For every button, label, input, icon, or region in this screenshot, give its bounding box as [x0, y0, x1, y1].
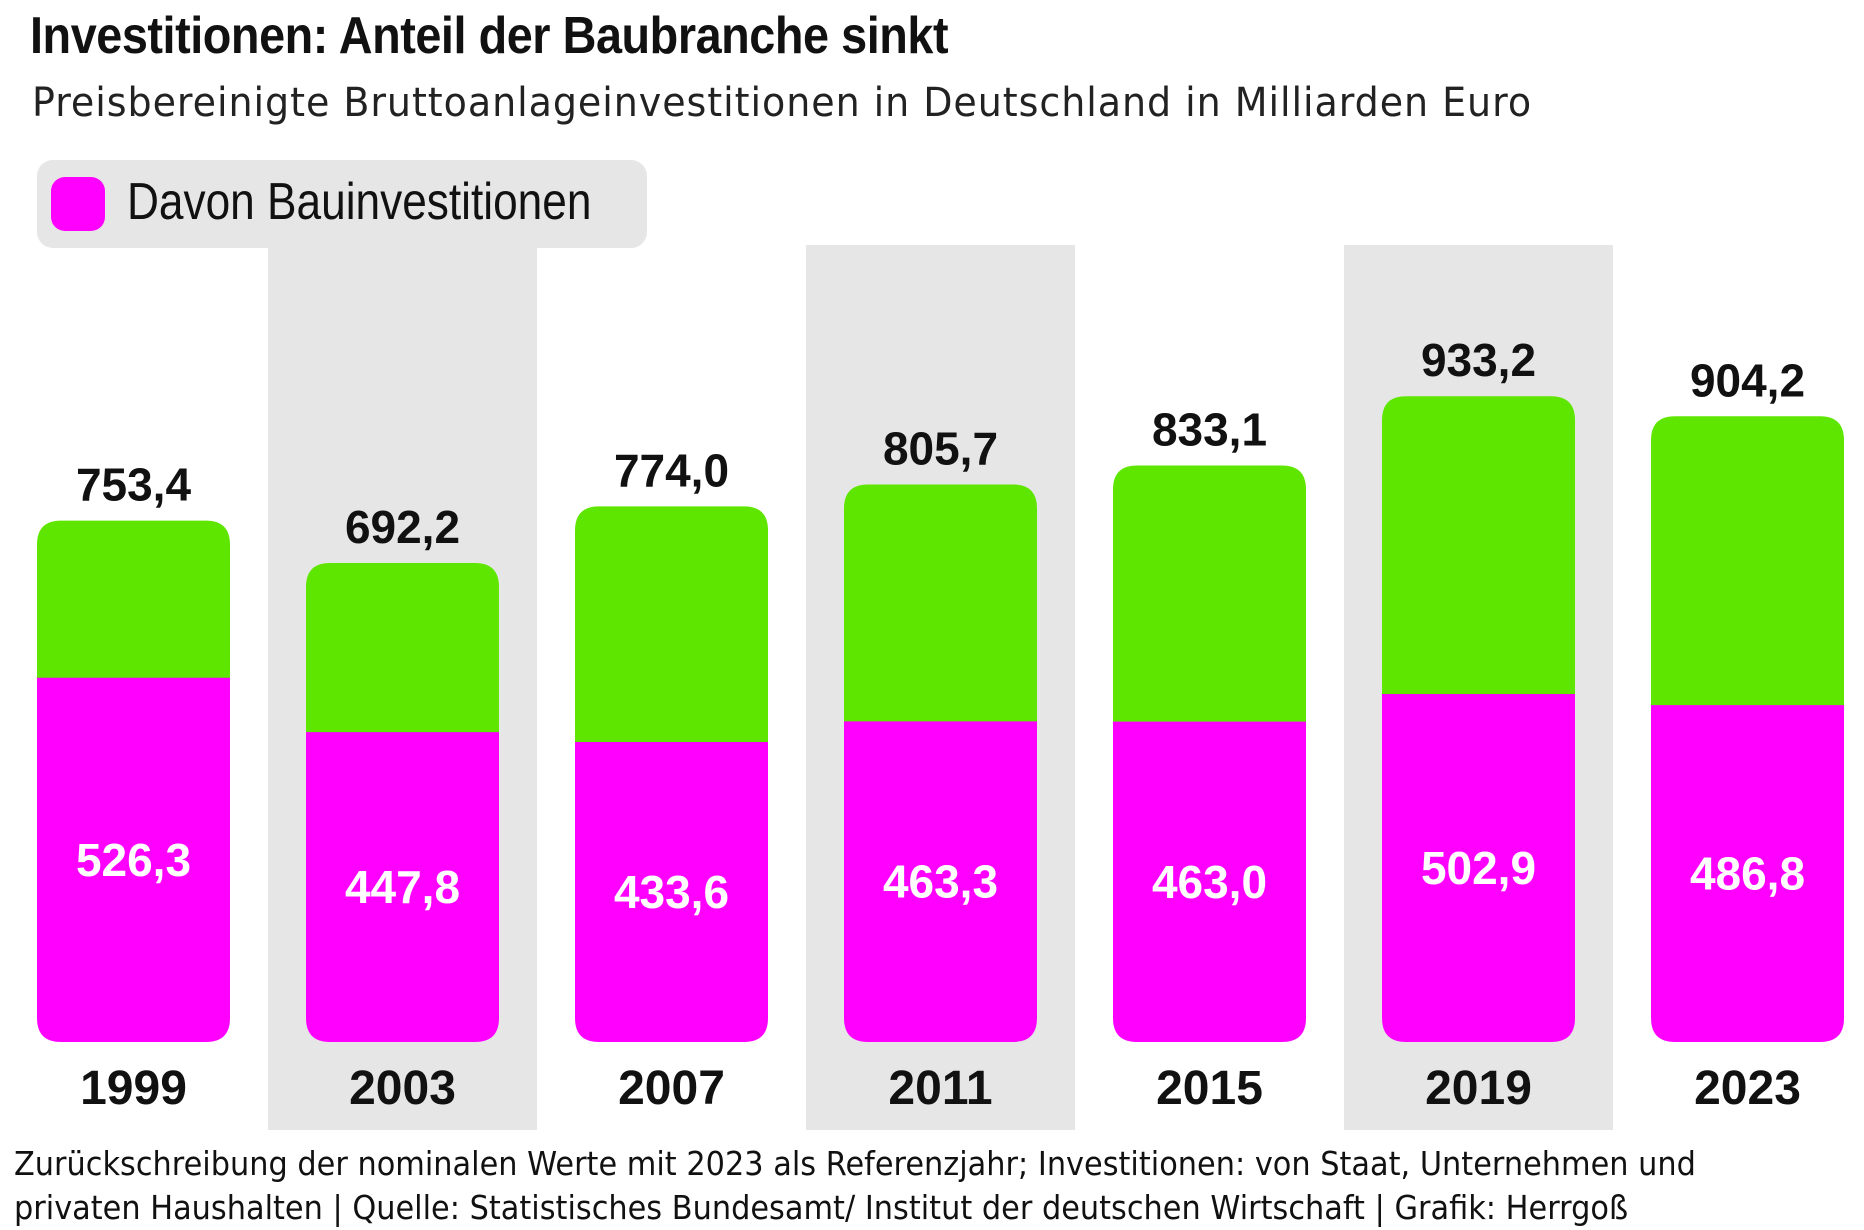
footnote-line-1: Zurückschreibung der nominalen Werte mit… [14, 1144, 1696, 1183]
footnote: Zurückschreibung der nominalen Werte mit… [14, 1142, 1707, 1230]
chart-title: Investitionen: Anteil der Baubranche sin… [30, 7, 949, 65]
total-value-label: 692,2 [345, 501, 460, 553]
x-tick-label: 2007 [618, 1062, 725, 1115]
x-tick-label: 2011 [888, 1062, 992, 1115]
construction-value-label: 433,6 [614, 866, 729, 918]
bar-construction-2007 [575, 741, 768, 1042]
bar-construction-2003 [306, 732, 499, 1042]
bar-total-2003 [306, 562, 499, 734]
total-value-label: 753,4 [76, 459, 192, 511]
bar-construction-2015 [1113, 721, 1306, 1042]
x-tick-label: 2023 [1694, 1062, 1801, 1115]
total-value-label: 774,0 [614, 444, 729, 496]
construction-value-label: 447,8 [345, 861, 460, 913]
construction-value-label: 486,8 [1690, 848, 1805, 900]
construction-value-label: 463,0 [1152, 856, 1267, 908]
legend-swatch [51, 177, 105, 231]
footnote-line-2: privaten Haushalten | Quelle: Statistisc… [14, 1188, 1629, 1227]
bar-total-2011 [844, 484, 1037, 723]
x-tick-label: 2003 [349, 1062, 456, 1115]
construction-value-label: 463,3 [883, 856, 998, 908]
bar-construction-2019 [1382, 693, 1575, 1042]
legend-label: Davon Bauinvestitionen [127, 173, 592, 231]
total-value-label: 833,1 [1152, 403, 1267, 455]
bar-construction-1999 [37, 677, 230, 1042]
x-tick-label: 1999 [80, 1062, 187, 1115]
bar-construction-2023 [1651, 705, 1844, 1042]
bar-total-2015 [1113, 465, 1306, 723]
bar-total-2023 [1651, 416, 1844, 707]
bar-total-2019 [1382, 396, 1575, 695]
construction-value-label: 526,3 [76, 834, 191, 886]
construction-value-label: 502,9 [1421, 842, 1536, 894]
total-value-label: 904,2 [1690, 354, 1805, 406]
total-value-label: 933,2 [1421, 334, 1536, 386]
x-tick-label: 2019 [1425, 1062, 1532, 1115]
total-value-label: 805,7 [883, 422, 998, 474]
bar-total-1999 [37, 520, 230, 679]
legend: Davon Bauinvestitionen [37, 160, 647, 248]
bar-construction-2011 [844, 721, 1037, 1042]
bar-total-2007 [575, 506, 768, 743]
chart-subtitle: Preisbereinigte Bruttoanlageinvestitione… [32, 80, 1533, 126]
x-tick-label: 2015 [1156, 1062, 1263, 1115]
